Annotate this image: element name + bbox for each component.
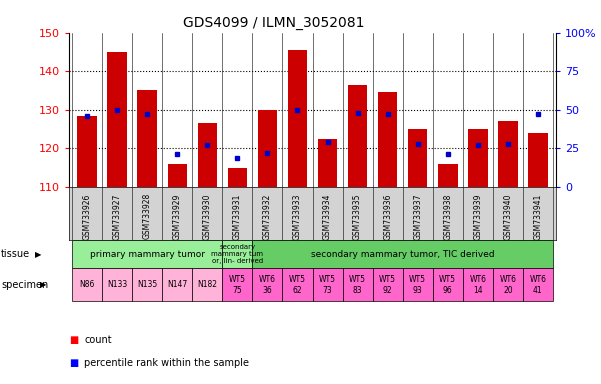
Text: WT5
83: WT5 83 [349, 275, 366, 295]
Bar [433, 268, 463, 301]
Bar [192, 268, 222, 301]
Bar [132, 268, 162, 301]
Text: WT5
93: WT5 93 [409, 275, 426, 295]
Text: secondary
mammary tum
or, lin- derived: secondary mammary tum or, lin- derived [212, 244, 263, 264]
Bar [493, 268, 523, 301]
Bar [288, 50, 307, 187]
Bar [108, 52, 127, 187]
Text: GSM733927: GSM733927 [113, 193, 121, 240]
Bar [313, 268, 343, 301]
Bar [168, 164, 187, 187]
Bar [523, 268, 553, 301]
Bar [222, 240, 252, 268]
Text: GSM733939: GSM733939 [474, 193, 482, 240]
Text: GSM733926: GSM733926 [83, 193, 91, 240]
Text: GSM733936: GSM733936 [383, 193, 392, 240]
Text: N182: N182 [197, 280, 218, 290]
Text: WT6
20: WT6 20 [499, 275, 516, 295]
Text: GSM733935: GSM733935 [353, 193, 362, 240]
Text: N147: N147 [167, 280, 188, 290]
Bar [78, 116, 97, 187]
Text: ■: ■ [69, 358, 78, 368]
Bar [528, 133, 548, 187]
Bar [318, 139, 337, 187]
Bar [228, 167, 247, 187]
Text: WT5
62: WT5 62 [289, 275, 306, 295]
Bar [252, 240, 553, 268]
Text: GSM733937: GSM733937 [413, 193, 422, 240]
Bar [198, 123, 217, 187]
Bar [162, 268, 192, 301]
Bar [258, 110, 277, 187]
Bar [498, 121, 517, 187]
Bar [222, 268, 252, 301]
Text: WT5
96: WT5 96 [439, 275, 456, 295]
Text: GSM733940: GSM733940 [504, 193, 512, 240]
Text: GSM733928: GSM733928 [143, 193, 151, 240]
Text: primary mammary tumor: primary mammary tumor [90, 250, 205, 258]
Bar [373, 268, 403, 301]
Text: ■: ■ [69, 335, 78, 345]
Text: GSM733938: GSM733938 [444, 193, 452, 240]
Text: GSM733934: GSM733934 [323, 193, 332, 240]
Bar [282, 268, 313, 301]
Text: GSM733929: GSM733929 [173, 193, 182, 240]
Text: GSM733930: GSM733930 [203, 193, 212, 240]
Bar [348, 85, 367, 187]
Text: N86: N86 [79, 280, 95, 290]
Text: GSM733931: GSM733931 [233, 193, 242, 240]
Text: WT6
36: WT6 36 [259, 275, 276, 295]
Text: WT6
41: WT6 41 [529, 275, 546, 295]
Bar [138, 91, 157, 187]
Text: GSM733941: GSM733941 [534, 193, 542, 240]
Bar [102, 268, 132, 301]
Text: count: count [84, 335, 112, 345]
Text: WT5
92: WT5 92 [379, 275, 396, 295]
Title: GDS4099 / ILMN_3052081: GDS4099 / ILMN_3052081 [183, 16, 364, 30]
Text: N133: N133 [107, 280, 127, 290]
Text: WT5
73: WT5 73 [319, 275, 336, 295]
Text: percentile rank within the sample: percentile rank within the sample [84, 358, 249, 368]
Text: specimen: specimen [1, 280, 49, 290]
Bar [403, 268, 433, 301]
Text: N135: N135 [137, 280, 157, 290]
Text: WT5
75: WT5 75 [229, 275, 246, 295]
Bar [438, 164, 457, 187]
Bar [408, 129, 427, 187]
Bar [72, 268, 102, 301]
Bar [463, 268, 493, 301]
Bar [468, 129, 487, 187]
Text: tissue: tissue [1, 249, 30, 259]
Bar [378, 93, 397, 187]
Text: WT6
14: WT6 14 [469, 275, 486, 295]
Bar [343, 268, 373, 301]
Bar [252, 268, 282, 301]
Bar [72, 240, 222, 268]
Text: secondary mammary tumor, TIC derived: secondary mammary tumor, TIC derived [311, 250, 495, 258]
Text: GSM733932: GSM733932 [263, 193, 272, 240]
Text: GSM733933: GSM733933 [293, 193, 302, 240]
Text: ▶: ▶ [40, 280, 47, 290]
Text: ▶: ▶ [35, 250, 41, 258]
